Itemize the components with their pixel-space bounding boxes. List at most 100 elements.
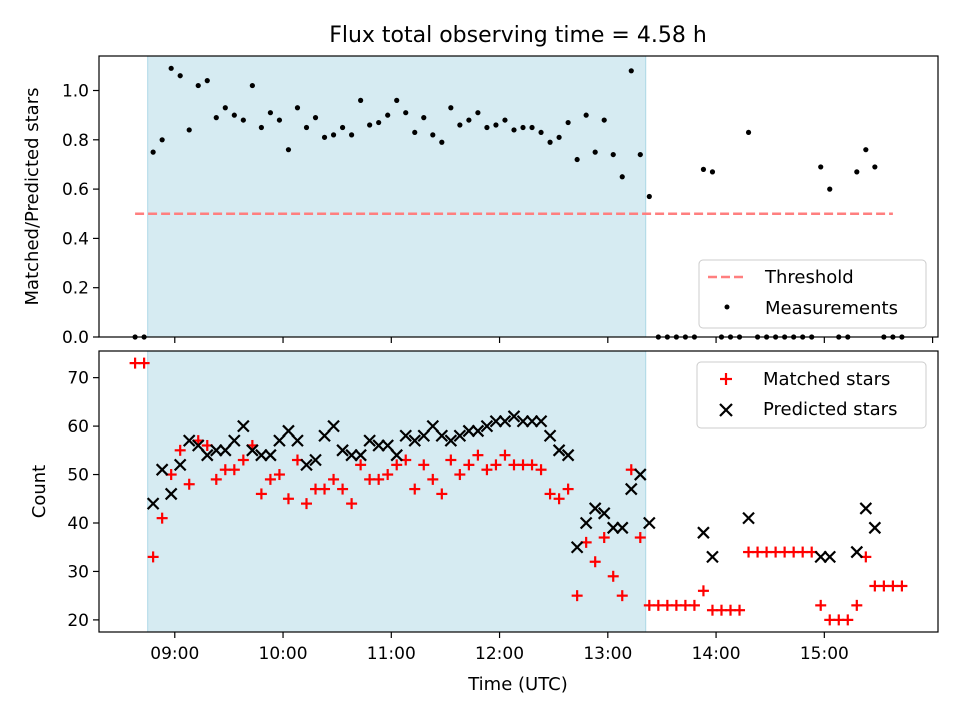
measurement-point [412, 129, 418, 136]
matched-star-point [156, 512, 168, 524]
predicted-star-point [462, 424, 476, 438]
predicted-star-point [417, 429, 431, 443]
matched-star-point [896, 580, 908, 592]
measurement-point [745, 129, 752, 136]
matched-star-point [463, 459, 475, 471]
bottom-legend: Matched stars Predicted stars [696, 361, 927, 429]
measurement-point [619, 174, 625, 180]
matched-star-point [382, 469, 394, 481]
matched-star-point [815, 599, 827, 611]
measurement-point [177, 73, 183, 79]
predicted-star-point [507, 410, 521, 423]
matched-star-point [589, 556, 601, 568]
predicted-star-point [354, 448, 367, 462]
measurement-point [249, 82, 255, 89]
x-tick-label: 10:00 [259, 644, 308, 664]
top-y-axis-label: Matched/Predicted stars [22, 88, 43, 306]
bottom-x-ticks: 09:00 10:00 11:00 12:00 13:00 14:00 15:00 [150, 632, 849, 664]
measurement-point [700, 166, 707, 172]
matched-star-point [228, 464, 240, 476]
matched-star-point [319, 483, 331, 495]
measurement-point [610, 151, 616, 158]
matched-star-point [427, 473, 439, 485]
matched-star-point [616, 590, 628, 602]
measurement-point [421, 115, 427, 121]
measurement-point [583, 112, 589, 118]
matched-star-point [842, 614, 854, 626]
measurement-point [303, 124, 310, 131]
measurement-point [349, 132, 355, 138]
measurement-point [511, 127, 517, 133]
matched-star-point [183, 478, 195, 490]
measurement-point [574, 156, 580, 163]
matched-star-point [634, 532, 646, 544]
measurement-point [502, 117, 508, 123]
matched-star-point [174, 444, 186, 456]
predicted-star-point [697, 526, 710, 539]
matched-star-point [355, 459, 367, 471]
predicted-star-point [390, 448, 403, 462]
measurement-point [520, 124, 526, 131]
measurement-point [475, 110, 481, 116]
measurement-point [312, 115, 319, 121]
bottom-y-axis-label: Count [29, 465, 50, 518]
observing-span-shade [147, 350, 647, 633]
predicted-star-point [534, 414, 548, 428]
measurement-point [592, 149, 598, 155]
predicted-star-point [516, 414, 530, 428]
measurement-point [601, 117, 607, 123]
predicted-star-point [570, 540, 584, 554]
predicted-star-point [219, 444, 232, 457]
predicted-star-point [372, 439, 385, 452]
matched-star-point [544, 488, 556, 500]
matched-star-point [138, 357, 150, 369]
y-tick-label: 60 [67, 417, 89, 437]
predicted-star-point [706, 550, 719, 564]
predicted-star-point [552, 444, 566, 457]
measurement-point [267, 110, 274, 116]
matched-star-point [210, 473, 222, 485]
matched-star-point [282, 493, 294, 505]
predicted-star-point [823, 550, 837, 564]
predicted-star-point [164, 487, 178, 501]
predicted-star-point [264, 448, 277, 462]
measurement-point [186, 127, 192, 133]
matched-star-point [436, 488, 448, 500]
matched-star-point [273, 469, 285, 481]
top-plot-frame [98, 55, 939, 338]
predicted-star-point [588, 502, 602, 515]
matched-star-point [328, 473, 340, 485]
measurement-point [321, 134, 328, 140]
predicted-star-point [399, 429, 413, 443]
predicted-star-point [300, 458, 313, 472]
measurement-point [863, 147, 869, 153]
measurement-point [294, 105, 301, 111]
predicted-star-point [561, 448, 575, 462]
predicted-star-point [237, 419, 250, 433]
measurement-point [827, 186, 833, 192]
matched-star-point [472, 449, 484, 461]
measurement-point [367, 122, 373, 128]
predicted-star-point [318, 429, 331, 443]
y-tick-label: 0.6 [62, 180, 89, 200]
predicted-star-point [282, 424, 295, 438]
measurement-point [168, 65, 174, 71]
measurement-point [222, 105, 228, 111]
matched-star-point [571, 590, 583, 602]
measurement-point [448, 105, 454, 111]
matched-star-point [697, 585, 709, 597]
y-tick-label: 40 [67, 514, 89, 534]
matched-star-point [535, 464, 547, 476]
matched-star-point [734, 604, 746, 616]
measurement-point [339, 124, 346, 131]
top-legend-box [698, 259, 927, 329]
predicted-star-point [498, 414, 512, 428]
predicted-star-point [624, 482, 638, 496]
measurement-point [231, 112, 237, 118]
predicted-star-point [182, 434, 196, 447]
matched-legend-swatch [720, 373, 732, 385]
matched-star-point [598, 532, 610, 544]
measurement-point [394, 97, 400, 103]
predicted-star-point [606, 521, 620, 535]
top-legend: Threshold Measurements [698, 259, 927, 329]
